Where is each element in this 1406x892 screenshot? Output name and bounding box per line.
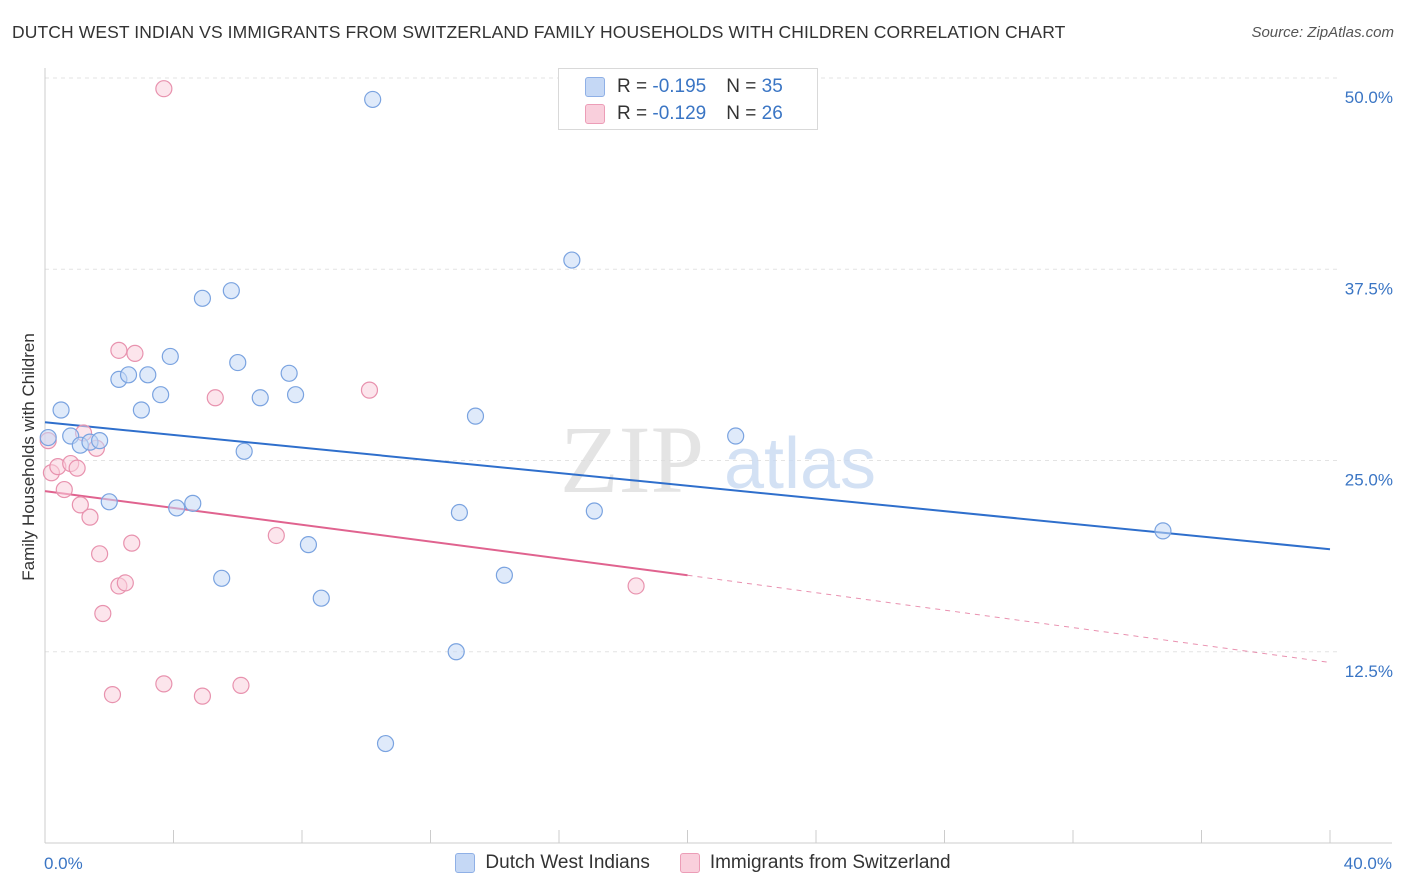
data-point-dutch-west-indians	[222, 282, 240, 300]
data-point-dutch-west-indians	[1154, 522, 1172, 540]
data-point-immigrants-from-switzerland	[110, 341, 128, 359]
data-point-dutch-west-indians	[52, 401, 70, 419]
data-point-dutch-west-indians	[91, 432, 109, 450]
data-point-dutch-west-indians	[286, 386, 305, 404]
data-point-immigrants-from-switzerland	[267, 526, 285, 545]
data-point-dutch-west-indians	[213, 569, 231, 587]
data-point-dutch-west-indians	[168, 499, 186, 517]
axes	[44, 68, 1392, 844]
data-point-immigrants-from-switzerland	[55, 480, 73, 499]
data-point-immigrants-from-switzerland	[71, 496, 89, 514]
trend-line-dutch-west-indians	[44, 421, 1331, 551]
y-axis-label: Family Households with Children	[19, 333, 38, 581]
data-point-immigrants-from-switzerland	[91, 545, 109, 563]
data-point-dutch-west-indians	[466, 407, 485, 425]
data-point-immigrants-from-switzerland	[123, 534, 141, 552]
data-point-dutch-west-indians	[563, 251, 581, 269]
data-point-dutch-west-indians	[119, 366, 138, 384]
y-tick-label: 25.0%	[1345, 471, 1393, 490]
data-point-dutch-west-indians	[229, 353, 247, 372]
data-point-dutch-west-indians	[280, 364, 298, 382]
data-point-dutch-west-indians	[447, 643, 465, 661]
data-point-dutch-west-indians	[161, 347, 179, 366]
series-legend: Dutch West Indians Immigrants from Switz…	[0, 852, 1406, 874]
data-point-immigrants-from-switzerland	[232, 676, 250, 695]
x-tick-label: 40.0%	[1344, 854, 1392, 873]
data-point-immigrants-from-switzerland	[116, 574, 134, 592]
y-tick-label: 37.5%	[1345, 279, 1393, 298]
data-point-dutch-west-indians	[139, 366, 157, 384]
trend-lines	[44, 421, 1331, 663]
y-tick-label: 12.5%	[1345, 662, 1393, 681]
data-point-dutch-west-indians	[152, 386, 170, 404]
pink-swatch	[585, 104, 605, 124]
legend-label: Immigrants from Switzerland	[709, 852, 951, 873]
data-point-dutch-west-indians	[299, 536, 318, 554]
chart-title: DUTCH WEST INDIAN VS IMMIGRANTS FROM SWI…	[12, 22, 1066, 42]
stats-legend: R = -0.195 N = 35 R = -0.129 N = 26	[558, 68, 818, 130]
legend-label: Dutch West Indians	[485, 852, 650, 873]
r-label: R =	[617, 103, 653, 124]
data-point-dutch-west-indians	[235, 442, 253, 460]
data-point-dutch-west-indians	[585, 502, 603, 520]
stats-row-dutch-west-indians: R = -0.195 N = 35	[585, 76, 783, 98]
data-point-dutch-west-indians	[364, 90, 382, 109]
n-label: N =	[726, 76, 762, 97]
x-tick-label: 0.0%	[44, 854, 83, 873]
n-value: 35	[761, 76, 783, 97]
legend-item-immigrants-from-switzerland[interactable]: Immigrants from Switzerland	[679, 852, 951, 874]
r-value: -0.195	[652, 76, 707, 97]
blue-swatch	[585, 77, 605, 97]
data-point-immigrants-from-switzerland	[68, 459, 86, 477]
data-point-dutch-west-indians	[184, 494, 202, 512]
data-point-immigrants-from-switzerland	[94, 604, 112, 623]
trend-line-immigrants-from-switzerland	[44, 490, 688, 577]
n-label: N =	[726, 103, 762, 124]
stats-row-immigrants-from-switzerland: R = -0.129 N = 26	[585, 103, 783, 125]
data-point-immigrants-from-switzerland	[206, 389, 224, 407]
data-point-immigrants-from-switzerland	[360, 381, 379, 399]
data-point-immigrants-from-switzerland	[155, 80, 173, 98]
pink-swatch	[679, 853, 700, 873]
data-points	[39, 80, 1172, 753]
y-tick-label: 50.0%	[1345, 88, 1393, 107]
n-value: 26	[761, 103, 783, 124]
data-point-dutch-west-indians	[450, 503, 469, 522]
blue-swatch	[455, 853, 476, 873]
r-label: R =	[617, 76, 653, 97]
tick-labels: 12.5% 25.0% 37.5% 50.0% 0.0% 40.0%	[44, 88, 1393, 873]
data-point-immigrants-from-switzerland	[627, 577, 645, 595]
data-point-dutch-west-indians	[312, 589, 330, 607]
r-value: -0.129	[652, 103, 707, 124]
source-credit: Source: ZipAtlas.com	[1251, 24, 1394, 41]
trend-line-extension	[687, 574, 1331, 663]
data-point-immigrants-from-switzerland	[155, 675, 173, 693]
data-point-dutch-west-indians	[132, 401, 150, 419]
data-point-dutch-west-indians	[495, 566, 513, 584]
data-point-immigrants-from-switzerland	[81, 508, 99, 526]
data-point-dutch-west-indians	[727, 427, 745, 445]
data-point-dutch-west-indians	[251, 389, 269, 407]
legend-item-dutch-west-indians[interactable]: Dutch West Indians	[455, 852, 650, 874]
watermark-zip: ZIP	[560, 406, 704, 513]
data-point-immigrants-from-switzerland	[193, 687, 212, 705]
data-point-dutch-west-indians	[376, 734, 395, 753]
watermark-atlas: atlas	[724, 424, 876, 504]
data-point-dutch-west-indians	[193, 289, 212, 307]
data-point-dutch-west-indians	[100, 493, 118, 511]
data-point-immigrants-from-switzerland	[103, 685, 122, 704]
data-point-immigrants-from-switzerland	[126, 344, 144, 362]
data-point-dutch-west-indians	[39, 428, 57, 447]
